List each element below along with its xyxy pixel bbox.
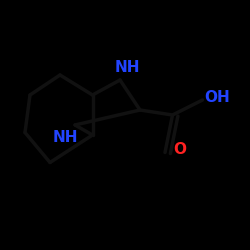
Text: NH: NH <box>52 130 78 145</box>
Text: O: O <box>174 142 186 158</box>
Text: NH: NH <box>115 60 140 75</box>
Text: OH: OH <box>205 90 231 105</box>
